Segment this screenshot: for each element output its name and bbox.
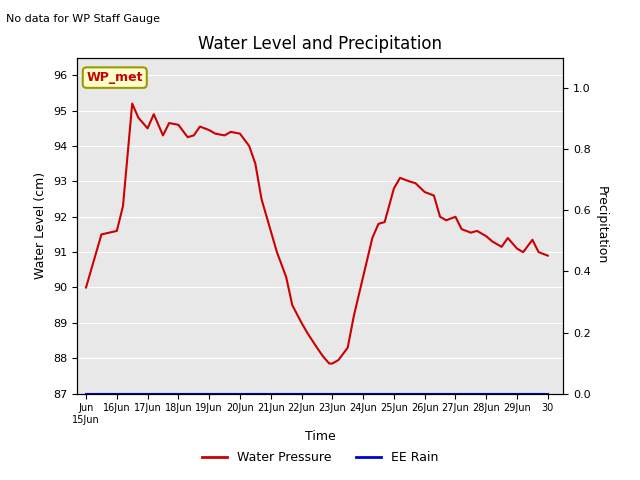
- Y-axis label: Precipitation: Precipitation: [595, 186, 607, 265]
- Text: WP_met: WP_met: [86, 71, 143, 84]
- Y-axis label: Water Level (cm): Water Level (cm): [35, 172, 47, 279]
- Title: Water Level and Precipitation: Water Level and Precipitation: [198, 35, 442, 53]
- X-axis label: Time: Time: [305, 431, 335, 444]
- Text: No data for WP Staff Gauge: No data for WP Staff Gauge: [6, 14, 161, 24]
- Legend: Water Pressure, EE Rain: Water Pressure, EE Rain: [196, 446, 444, 469]
